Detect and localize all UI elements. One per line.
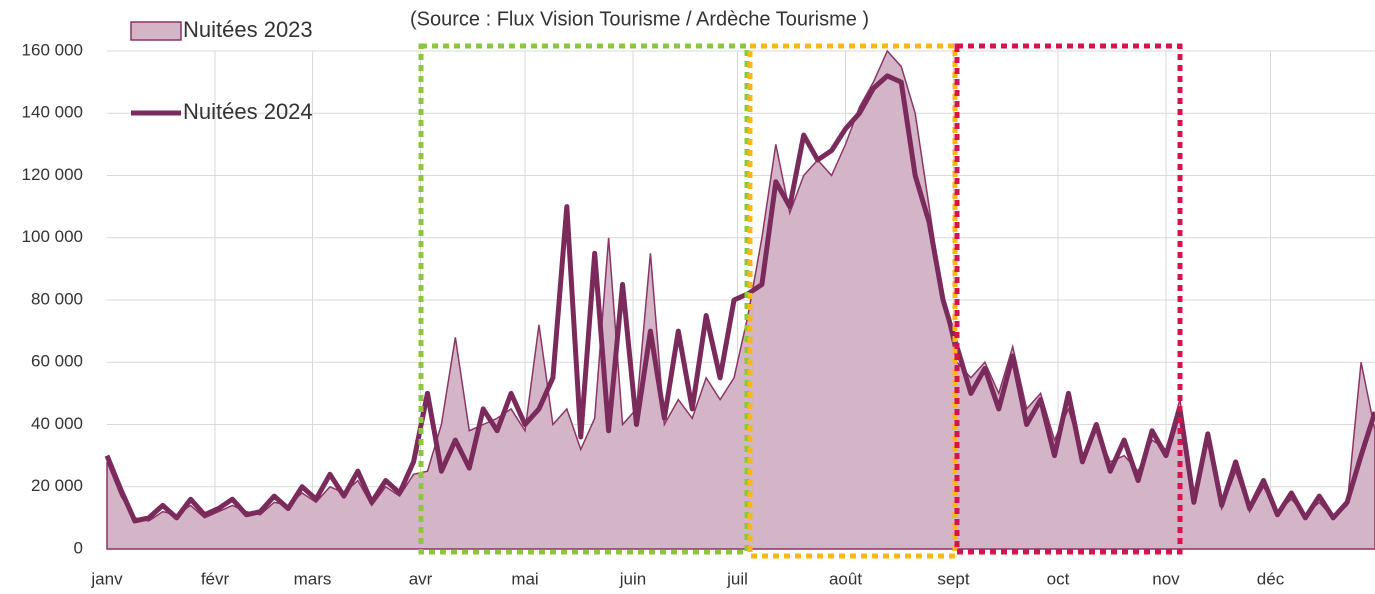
line-series (104, 73, 1375, 524)
y-tick-label: 20 000 (31, 476, 83, 495)
x-tick-label: déc (1257, 569, 1285, 588)
x-tick-label: oct (1047, 569, 1070, 588)
chart-subtitle: (Source : Flux Vision Tourisme / Ardèche… (410, 8, 869, 30)
y-tick-label: 140 000 (22, 103, 83, 122)
period-box-summer (747, 43, 958, 559)
legend-label: Nuitées 2024 (183, 99, 313, 124)
x-tick-label: mars (294, 569, 332, 588)
period-box-spring (418, 43, 750, 555)
y-tick-label: 100 000 (22, 227, 83, 246)
x-tick-label: janv (90, 569, 123, 588)
x-tick-label: sept (937, 569, 969, 588)
legend: Nuitées 2023 Nuitées 2024 (130, 17, 313, 124)
period-box-autumn (954, 43, 1183, 555)
x-tick-label: août (829, 569, 862, 588)
x-tick-label: févr (201, 569, 230, 588)
legend-swatch (130, 21, 182, 41)
legend-label: Nuitées 2023 (183, 17, 313, 42)
y-tick-label: 60 000 (31, 352, 83, 371)
x-tick-label: juil (726, 569, 748, 588)
x-tick-label: juin (619, 569, 646, 588)
plot-area: 0 20 000 40 000 60 000 80 000 100 000 120 000 1… (22, 40, 1375, 588)
y-tick-label: 120 000 (22, 165, 83, 184)
y-tick-label: 80 000 (31, 289, 83, 308)
x-tick-label: mai (511, 569, 538, 588)
y-tick-label: 160 000 (22, 40, 83, 59)
y-tick-label: 40 000 (31, 414, 83, 433)
x-tick-label: avr (409, 569, 433, 588)
y-tick-label: 0 (74, 538, 83, 557)
x-tick-label: nov (1152, 569, 1180, 588)
